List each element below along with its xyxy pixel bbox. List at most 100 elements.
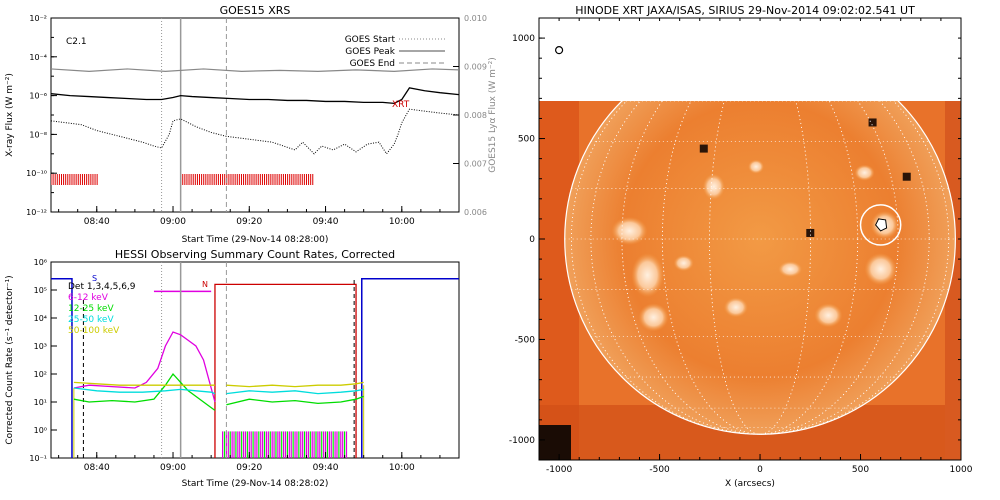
- goes-y-axis: 10⁻¹² 10⁻¹⁰ 10⁻⁸ 10⁻⁶ 10⁻⁴ 10⁻²: [26, 14, 57, 217]
- hessi-y-tick-label: 10⁰: [34, 426, 47, 435]
- goes-y-tick-label: 10⁻⁶: [29, 92, 47, 101]
- goes-y-tick-label: 10⁻⁸: [29, 130, 47, 139]
- xrt-image-corner-dark: [539, 425, 571, 460]
- hessi-y-axis: 10⁻¹ 10⁰ 10¹ 10² 10³ 10⁴ 10⁵ 10⁶: [29, 258, 57, 463]
- goes-y2-axis-label: GOES15 Lyα Flux (W m⁻²): [488, 57, 498, 173]
- bright-region: [854, 164, 875, 181]
- dark-pixel-cluster: [902, 172, 911, 181]
- hessi-x-axis: 08:40 09:00 09:20 09:40 10:00: [58, 452, 460, 473]
- solar-disk-fill: [564, 101, 956, 435]
- goes-y2-tick-label: 0.007: [464, 160, 487, 169]
- goes-x-tick-label: 08:40: [84, 217, 110, 227]
- grid-longitude-line: [571, 101, 950, 435]
- hessi-x-tick-label: 09:00: [160, 463, 186, 473]
- hessi-attenuator-bars: [221, 431, 348, 458]
- legend-50-100-kev: 50-100 keV: [68, 326, 120, 336]
- xrt-image: [539, 101, 961, 460]
- bright-region: [864, 253, 897, 286]
- bright-region: [611, 216, 648, 246]
- bright-region: [638, 303, 669, 332]
- hessi-series-50-100-kev-late: [226, 381, 364, 388]
- hessi-x-tick-label: 09:40: [313, 463, 339, 473]
- xrt-x-tick-label: 0: [757, 465, 763, 475]
- goes-y-tick-label: 10⁻¹⁰: [26, 169, 47, 178]
- grid-longitude-line: [709, 101, 811, 435]
- legend-25-50-kev: 25-50 keV: [68, 315, 114, 325]
- bright-region: [814, 303, 843, 328]
- hessi-series-6-12-kev: [73, 331, 216, 403]
- dark-pixel-cluster: [868, 118, 877, 127]
- hessi-title: HESSI Observing Summary Count Rates, Cor…: [115, 248, 395, 261]
- hessi-y-tick-label: 10⁴: [34, 314, 47, 323]
- xrt-x-axis: -1000 -500 0 500 1000: [546, 18, 973, 475]
- hessi-x-axis-label: Start Time (29-Nov-14 08:28:02): [182, 479, 329, 489]
- series-goes-short: [51, 108, 459, 155]
- xrt-x-axis-label: X (arcsecs): [725, 479, 775, 489]
- goes-x-tick-label: 09:40: [313, 217, 339, 227]
- bright-region: [673, 255, 694, 272]
- hessi-y-tick-label: 10³: [34, 342, 47, 351]
- flare-highlight-circle: [859, 204, 902, 246]
- hessi-series-12-25-kev-late: [226, 395, 364, 406]
- legend-goes-start: GOES Start: [345, 35, 396, 45]
- goes-y2-tick-label: 0.010: [464, 14, 487, 23]
- bright-region: [747, 159, 765, 174]
- hessi-y-axis-label: Corrected Count Rate (s⁻¹ detector⁻¹): [5, 275, 15, 444]
- xrt-y-tick-label: -500: [515, 335, 536, 345]
- bright-region: [631, 253, 664, 298]
- hessi-series-25-50-kev-late: [226, 388, 364, 395]
- goes-y-tick-label: 10⁻⁴: [29, 53, 47, 62]
- goes-x-tick-label: 09:00: [160, 217, 186, 227]
- solar-limb: [564, 101, 956, 435]
- hessi-series-25-50-kev: [73, 387, 216, 395]
- goes-y2-tick-label: 0.009: [464, 63, 487, 72]
- xrt-y-axis: -1000 -500 0 500 1000: [509, 34, 961, 446]
- active-regions: [611, 118, 911, 332]
- hessi-y-tick-label: 10²: [34, 370, 47, 379]
- goes-y2-tick-label: 0.008: [464, 111, 487, 120]
- hessi-y-tick-label: 10⁵: [34, 286, 47, 295]
- bright-region: [723, 297, 748, 318]
- xrt-y-tick-label: 0: [529, 235, 535, 245]
- xrt-x-tick-label: -1000: [546, 465, 572, 475]
- flag-n: [214, 283, 357, 458]
- goes-y2-axis: 0.006 0.007 0.008 0.009 0.010: [453, 14, 487, 217]
- goes-xrt-intervals: [51, 174, 314, 185]
- hessi-y-tick-label: 10⁻¹: [29, 454, 47, 463]
- legend-12-25-kev: 12-25 keV: [68, 304, 114, 314]
- xrt-title: HINODE XRT JAXA/ISAS, SIRIUS 29-Nov-2014…: [575, 4, 915, 17]
- solar-disk: [564, 101, 956, 435]
- goes-y-tick-label: 10⁻²: [29, 14, 47, 23]
- goes-event-markers: [161, 18, 227, 212]
- dark-pixel-cluster: [699, 144, 708, 153]
- xrt-image-panel: HINODE XRT JAXA/ISAS, SIRIUS 29-Nov-2014…: [509, 4, 973, 489]
- xrt-y-tick-label: 1000: [512, 34, 535, 44]
- flag-s-left: [51, 278, 73, 458]
- goes-title: GOES15 XRS: [220, 4, 291, 17]
- goes-y-tick-label: 10⁻¹²: [26, 208, 47, 217]
- heliographic-grid: [564, 101, 956, 435]
- bright-region: [702, 173, 725, 200]
- xrt-overlay: [554, 46, 902, 246]
- goes-x-axis-label: Start Time (29-Nov-14 08:28:00): [182, 235, 329, 245]
- hessi-x-tick-label: 10:00: [389, 463, 415, 473]
- legend-6-12-kev: 6-12 keV: [68, 293, 109, 303]
- goes-y2-tick-label: 0.006: [464, 208, 487, 217]
- hessi-flags: [51, 278, 459, 458]
- goes-xrs-panel: GOES15 XRS 10⁻¹² 10⁻¹⁰ 10⁻⁸ 10⁻⁶ 10⁻⁴ 10⁻² 0.…: [5, 4, 498, 245]
- goes-plot-frame: [50, 17, 460, 213]
- hessi-series-50-100-kev: [73, 381, 215, 386]
- xrt-annotation: XRT: [392, 100, 410, 110]
- goes-x-tick-label: 10:00: [389, 217, 415, 227]
- bright-region: [778, 261, 803, 278]
- xrt-y-tick-label: 500: [518, 135, 535, 145]
- hessi-legend: Det 1,3,4,5,6,9 6-12 keV 12-25 keV 25-50…: [68, 282, 136, 336]
- goes-legend: GOES Start GOES Peak GOES End: [345, 35, 445, 69]
- hessi-x-tick-label: 08:40: [84, 463, 110, 473]
- series-goes-ly: [51, 68, 459, 72]
- flag-s-right: [361, 278, 459, 458]
- xrt-x-tick-label: -500: [649, 465, 670, 475]
- dark-pixel-cluster: [806, 228, 815, 237]
- goes-y-axis-label: X-ray Flux (W m⁻²): [5, 73, 15, 157]
